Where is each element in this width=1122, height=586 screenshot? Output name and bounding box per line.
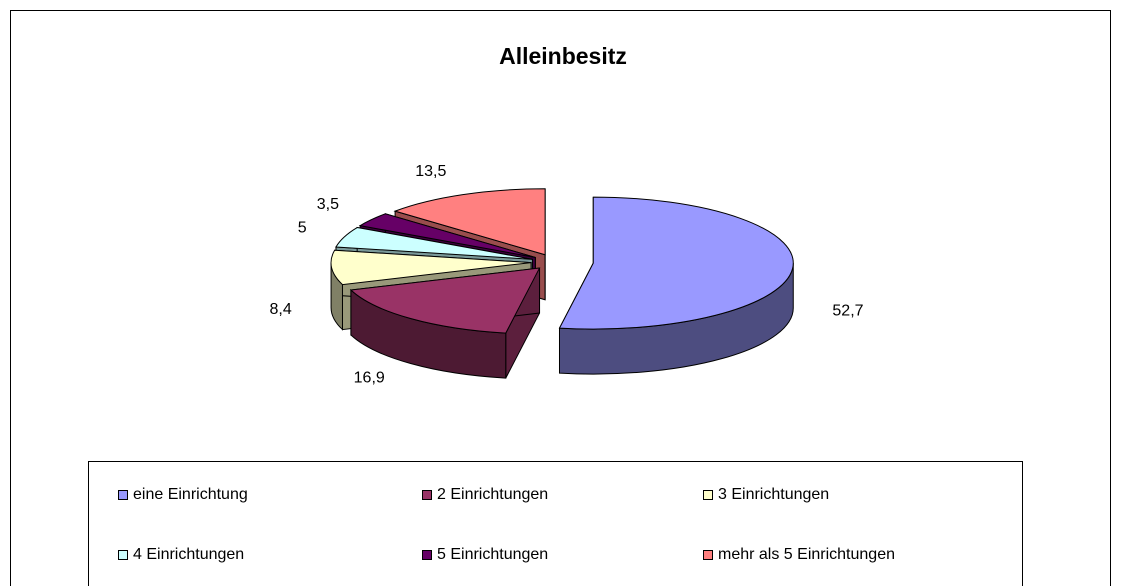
legend-label: 2 Einrichtungen xyxy=(437,486,548,503)
legend-label: mehr als 5 Einrichtungen xyxy=(718,546,895,563)
legend-swatch xyxy=(703,490,713,500)
slice xyxy=(558,196,794,330)
data-label: 3,5 xyxy=(317,196,339,213)
legend-label: 4 Einrichtungen xyxy=(133,546,244,563)
data-label: 16,9 xyxy=(354,369,385,386)
legend-swatch xyxy=(422,550,432,560)
data-label: 5 xyxy=(298,220,307,237)
legend-swatch xyxy=(118,550,128,560)
legend-label: 5 Einrichtungen xyxy=(437,546,548,563)
data-label: 52,7 xyxy=(832,303,863,320)
legend-swatch xyxy=(422,490,432,500)
slice xyxy=(335,226,533,260)
data-label: 8,4 xyxy=(270,301,292,318)
chart-title: Alleinbesitz xyxy=(499,43,627,69)
slice xyxy=(393,188,546,256)
slice xyxy=(330,249,532,286)
slice xyxy=(358,213,536,258)
legend-label: eine Einrichtung xyxy=(133,486,248,503)
legend-label: 3 Einrichtungen xyxy=(718,486,829,503)
legend-swatch xyxy=(703,550,713,560)
legend-box xyxy=(88,461,1023,586)
legend-swatch xyxy=(118,490,128,500)
data-label: 13,5 xyxy=(415,163,446,180)
slice xyxy=(349,267,541,334)
